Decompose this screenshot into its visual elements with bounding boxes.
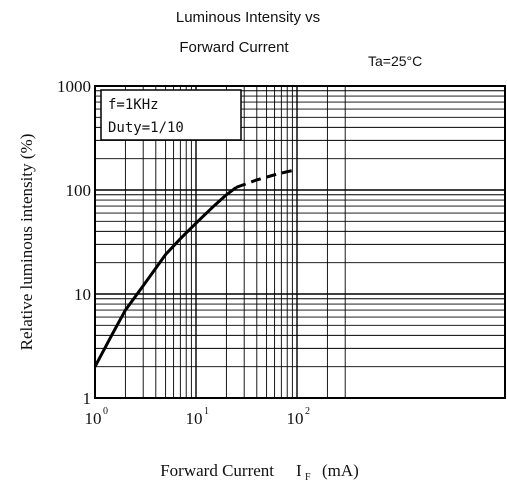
x-axis-unit: (mA) (322, 461, 359, 480)
y-tick-label: 1 (83, 389, 92, 408)
x-tick-label: 10 (186, 409, 203, 428)
y-tick-label: 10 (74, 285, 91, 304)
chart-title-line1: Luminous Intensity vs (176, 9, 320, 26)
legend-line-frequency: f=1KHz (108, 97, 159, 113)
legend-line-duty: Duty=1/10 (108, 120, 184, 136)
x-tick-labels: 10 0 10 1 10 2 (85, 406, 311, 428)
test-condition: Ta=25°C (368, 53, 422, 69)
x-axis-symbol-subscript: F (305, 472, 311, 483)
x-axis-symbol: I (296, 461, 302, 480)
y-axis-label: Relative luminous intensity (%) (17, 134, 36, 351)
y-tick-label: 100 (66, 181, 92, 200)
plot-frame (94, 85, 506, 399)
x-tick-exponent: 0 (103, 406, 108, 417)
y-tick-labels: 1 10 100 1000 (57, 77, 91, 408)
curve-dashed (235, 168, 298, 189)
legend-box (100, 89, 242, 141)
y-tick-label: 1000 (57, 77, 91, 96)
legend: f=1KHz Duty=1/10 (100, 89, 242, 141)
x-tick-exponent: 1 (204, 406, 209, 417)
curves (93, 168, 298, 368)
x-tick-label: 10 (85, 409, 102, 428)
curve-solid (93, 186, 238, 368)
x-tick-label: 10 (287, 409, 304, 428)
x-axis-label-text: Forward Current (160, 461, 274, 480)
x-tick-exponent: 2 (305, 406, 310, 417)
chart-title-line2: Forward Current (179, 39, 289, 56)
